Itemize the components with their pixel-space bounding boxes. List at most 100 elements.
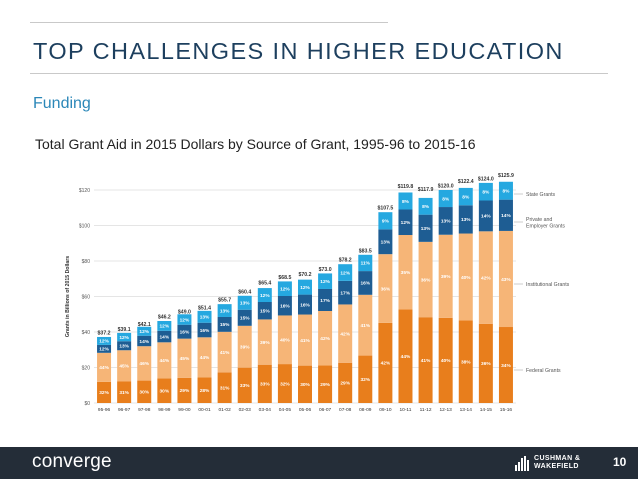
x-tick-label: 96-97 [118,407,131,413]
data-label: 12% [320,279,330,285]
bar-segment [418,214,433,242]
bar-segment [217,304,232,317]
bar-segment [298,314,312,366]
bar-segment [358,355,373,403]
bar-segment [438,207,453,235]
total-label: $51.4 [198,305,211,311]
total-label: $122.4 [458,179,474,185]
data-label: 33% [260,382,270,388]
bar-segment [137,335,152,347]
bar-segment [338,280,353,305]
data-label: 31% [119,390,129,396]
bar-segment [157,320,172,331]
data-label: 44% [200,355,210,361]
data-label: 41% [300,338,310,344]
data-label: 30% [160,388,170,394]
bar-segment [137,346,152,381]
data-label: 13% [441,219,451,225]
bar-segment [458,187,473,206]
data-label: 13% [200,315,210,321]
bar-segment [277,315,292,365]
building-icon [515,456,530,471]
data-label: 32% [280,381,290,387]
data-label: 8% [402,199,410,205]
footer-bar: converge CUSHMAN & WAKEFIELD 10 [0,447,638,479]
bar-segment [137,326,152,336]
bar-segment [498,199,513,231]
data-label: 15% [260,309,270,315]
data-label: 32% [99,390,109,396]
data-label: 33% [240,383,250,389]
data-label: 38% [461,360,471,366]
legend-label: Private and [526,217,552,223]
bar-segment [478,182,493,201]
bar-segment [197,377,212,403]
data-label: 45% [119,364,129,370]
slide-subtitle: Funding [33,95,91,112]
bar-segment [177,324,192,339]
bar-segment [378,212,393,230]
data-label: 39% [240,345,250,351]
data-label: 13% [461,217,471,223]
bar-segment [398,309,413,403]
y-tick-label: $40 [82,330,91,336]
data-label: 13% [240,301,250,307]
bar-segment [458,205,473,234]
data-label: 40% [441,358,451,364]
total-label: $55.7 [218,298,231,304]
bar-segment [378,322,393,403]
bar-segment [217,372,232,403]
bar-segment [197,337,212,378]
bar-segment [378,229,393,255]
total-label: $68.5 [278,275,291,281]
bar-segment [117,350,132,382]
partner-logo-text: CUSHMAN & WAKEFIELD [534,455,581,470]
data-label: 17% [320,298,330,304]
data-label: 14% [160,334,170,340]
data-label: 14% [139,339,149,345]
x-tick-label: 06-07 [319,407,332,413]
data-label: 8% [482,190,490,196]
bar-segment [177,338,192,378]
data-label: 13% [421,226,431,232]
data-label: 14% [501,213,511,219]
bar-segment [298,279,312,295]
data-label: 12% [280,287,290,293]
x-tick-label: 12-13 [440,407,453,413]
total-label: $125.9 [498,173,514,179]
x-tick-label: 15-16 [500,407,513,413]
y-tick-label: $80 [82,259,91,265]
data-label: 12% [119,335,129,341]
data-label: 12% [99,347,109,353]
data-label: 28% [200,388,210,394]
bar-segment [478,323,493,403]
y-tick-label: $120 [79,188,90,194]
y-tick-label: $20 [82,366,91,372]
x-tick-label: 05-06 [299,407,312,413]
bar-segment [97,381,112,403]
bar-segment [217,331,232,373]
total-label: $119.8 [398,184,414,190]
data-label: 42% [340,331,350,337]
data-label: 35% [401,270,411,276]
y-tick-label: $60 [82,295,91,301]
data-label: 31% [220,385,230,391]
data-label: 41% [220,350,230,356]
data-label: 12% [180,317,190,323]
bar-segment [438,234,453,318]
legend-label: Federal Grants [526,368,561,374]
bar-segment [257,302,272,320]
data-label: 8% [462,194,470,200]
x-tick-label: 95-96 [98,407,111,413]
data-label: 12% [99,339,109,345]
slide-title: TOP CHALLENGES IN HIGHER EDUCATION [33,38,564,64]
data-label: 9% [382,219,390,225]
bar-segment [157,330,172,343]
bar-segment [237,295,252,310]
data-label: 43% [501,277,511,283]
legend-label: Employer Grants [526,224,565,230]
data-label: 11% [361,261,371,267]
data-label: 40% [461,275,471,281]
data-label: 42% [481,275,491,281]
data-label: 41% [421,358,431,364]
